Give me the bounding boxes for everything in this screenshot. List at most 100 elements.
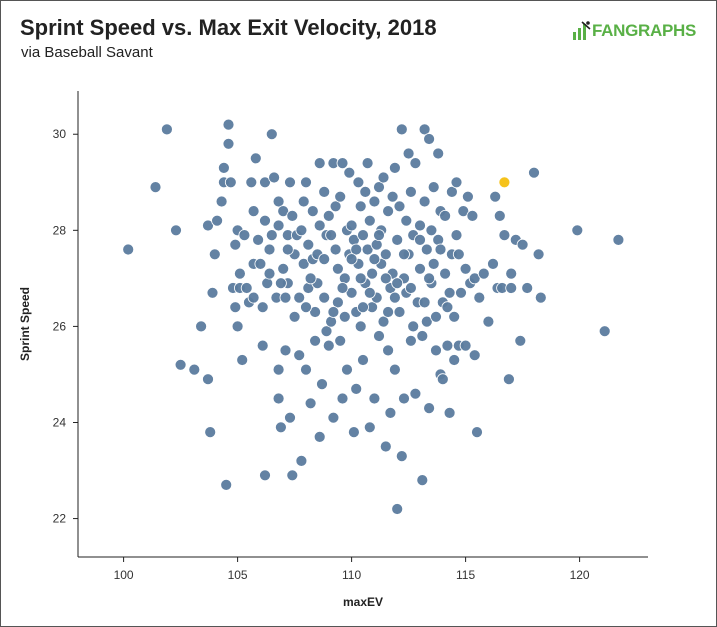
data-point <box>441 301 454 314</box>
data-point <box>217 161 230 174</box>
highlight-layer <box>498 176 511 189</box>
data-point <box>233 267 246 280</box>
data-point <box>293 349 306 362</box>
y-tick-label: 22 <box>53 512 67 526</box>
data-point <box>423 402 436 415</box>
data-point <box>404 334 417 347</box>
data-point <box>414 233 426 246</box>
data-point <box>439 267 452 280</box>
data-point <box>281 243 294 256</box>
data-point <box>222 118 235 131</box>
data-point <box>300 176 312 189</box>
data-point <box>366 267 379 280</box>
data-point <box>377 315 390 328</box>
data-point <box>293 291 306 304</box>
data-point <box>473 291 486 304</box>
y-axis-title: Sprint Speed <box>18 287 32 361</box>
data-point <box>448 354 461 366</box>
data-point <box>450 176 463 189</box>
data-point <box>505 282 518 294</box>
data-point <box>388 363 401 376</box>
data-point <box>329 200 342 213</box>
data-point <box>489 190 502 203</box>
data-point <box>357 354 369 366</box>
data-point <box>391 503 404 515</box>
data-point <box>188 363 201 376</box>
data-point <box>395 450 408 463</box>
data-point <box>361 157 374 170</box>
data-point <box>206 286 219 299</box>
data-point <box>313 219 326 232</box>
data-point <box>331 296 344 309</box>
data-point <box>265 229 278 242</box>
data-point <box>471 426 483 439</box>
data-point <box>398 248 410 261</box>
y-tick-label: 30 <box>53 127 67 141</box>
data-point <box>174 358 187 371</box>
data-point <box>322 339 335 352</box>
data-point <box>149 181 162 194</box>
data-point <box>327 411 340 424</box>
data-point <box>498 229 511 242</box>
ticks-layer: 100 105 110 115 120 22 24 26 28 30 <box>53 127 590 582</box>
data-point <box>612 233 625 246</box>
data-point <box>295 224 308 237</box>
data-point <box>409 387 422 400</box>
data-point <box>420 243 433 256</box>
data-point <box>443 286 456 299</box>
data-point <box>466 209 479 222</box>
data-point <box>300 301 312 314</box>
data-point <box>286 469 299 482</box>
data-point <box>224 176 237 189</box>
data-point <box>309 334 322 347</box>
data-point <box>468 349 481 362</box>
data-point <box>436 373 449 386</box>
data-point <box>318 253 331 266</box>
data-point <box>265 128 278 141</box>
data-point <box>382 205 395 218</box>
data-point <box>418 296 431 309</box>
data-point <box>482 315 495 328</box>
data-point <box>313 157 326 170</box>
data-point <box>256 339 269 352</box>
data-point <box>336 392 349 405</box>
data-point <box>325 315 338 328</box>
data-point <box>274 277 287 290</box>
data-point <box>350 243 363 256</box>
data-point <box>487 257 499 270</box>
data-point <box>434 243 447 256</box>
data-point <box>373 229 385 242</box>
data-point <box>331 262 344 275</box>
chart-title: Sprint Speed vs. Max Exit Velocity, 2018 <box>20 15 437 40</box>
data-point <box>416 330 429 342</box>
data-point <box>354 200 367 213</box>
data-point <box>240 282 253 294</box>
data-point <box>304 272 317 285</box>
data-point <box>249 152 262 165</box>
data-point <box>297 195 310 208</box>
data-point <box>300 363 312 376</box>
data-point <box>384 406 397 419</box>
data-point <box>373 181 385 194</box>
data-point <box>382 306 395 318</box>
data-point <box>195 320 208 333</box>
data-point <box>263 267 276 280</box>
data-point <box>288 310 301 323</box>
data-point <box>379 248 392 261</box>
data-point <box>284 176 296 189</box>
data-point <box>318 291 331 304</box>
data-point <box>322 209 335 222</box>
data-point <box>354 320 367 333</box>
data-point <box>468 272 481 285</box>
data-point <box>220 478 233 491</box>
logo-text: FANGRAPHS <box>592 21 697 40</box>
data-point <box>427 181 440 194</box>
data-point <box>409 157 422 170</box>
data-point <box>247 291 260 304</box>
data-point <box>502 373 515 386</box>
data-point <box>316 378 328 391</box>
data-point <box>379 272 392 285</box>
data-point <box>170 224 182 237</box>
